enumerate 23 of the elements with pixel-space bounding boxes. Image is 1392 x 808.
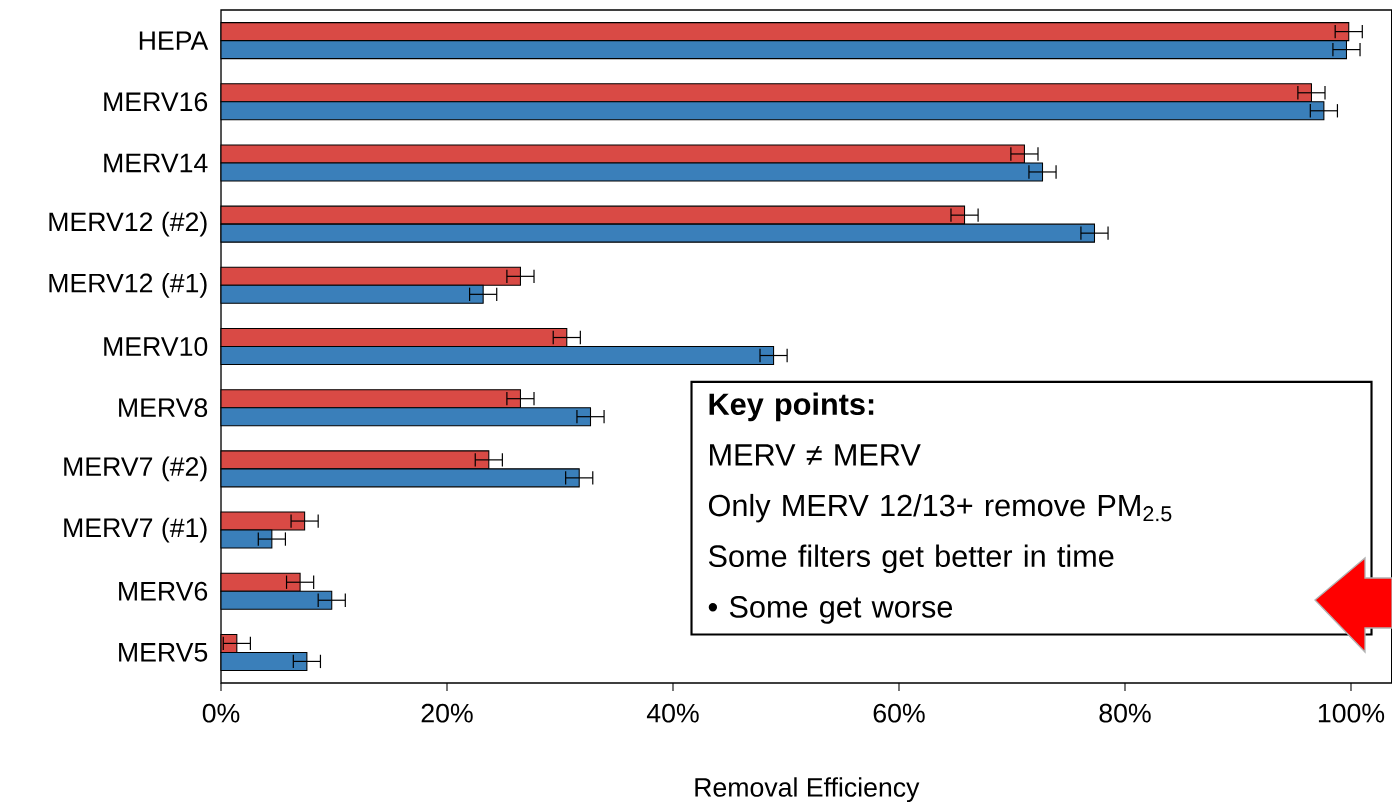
annotation: Key points: xyxy=(709,392,874,422)
y-tick-label: MERV6 xyxy=(119,581,208,601)
x-axis-title: Removal Efficiency xyxy=(695,777,920,803)
x-tick-label: 80% xyxy=(1099,703,1151,723)
annotation: MERV ≠ MERV xyxy=(710,444,921,466)
y-tick-label: MERV16 xyxy=(104,92,208,112)
y-tick-label: MERV7 (#2) xyxy=(64,456,207,482)
x-tick-label: 100% xyxy=(1318,703,1385,723)
x-tick-label: 60% xyxy=(873,703,925,723)
y-tick-label: MERV14 xyxy=(104,153,208,173)
y-tick-label: MERV10 xyxy=(104,337,208,356)
annotation: Only MERV 12/13+ remove PM$_{2.5}$ xyxy=(708,493,1172,523)
y-tick-label: MERV12 (#1) xyxy=(49,272,207,298)
x-tick-label: 40% xyxy=(646,703,699,723)
y-tick-label: MERV12 (#2) xyxy=(49,211,207,237)
y-tick-label: HEPA xyxy=(139,31,209,50)
x-tick-label: 0% xyxy=(202,703,240,723)
annotation: • Some get worse xyxy=(708,596,953,624)
y-tick-label: MERV5 xyxy=(119,643,208,662)
y-tick-label: MERV8 xyxy=(119,398,208,418)
y-tick-label: MERV7 (#1) xyxy=(64,517,207,543)
x-tick-label: 20% xyxy=(421,703,473,723)
annotation: Some filters get better in time xyxy=(708,544,1114,574)
